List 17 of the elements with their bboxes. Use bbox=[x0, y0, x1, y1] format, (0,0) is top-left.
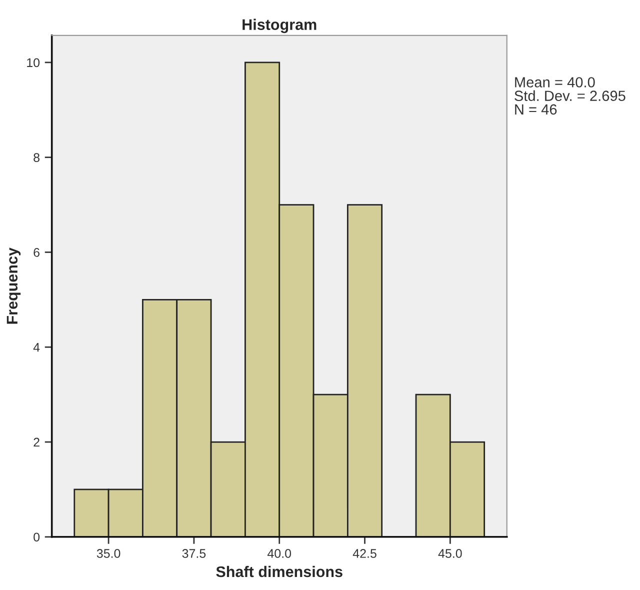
x-tick-label: 37.5 bbox=[182, 549, 206, 558]
y-tick-label: 6 bbox=[34, 248, 40, 257]
y-tick-label: 2 bbox=[34, 438, 40, 447]
x-tick-label: 35.0 bbox=[96, 549, 120, 558]
text: N = 46 bbox=[515, 104, 557, 115]
y-tick-label: 4 bbox=[33, 343, 40, 352]
y-axis-title: Frequency bbox=[6, 248, 21, 324]
chart-title: Histogram bbox=[242, 18, 316, 34]
y-tick-label: 0 bbox=[34, 532, 40, 542]
x-tick-label: 42.5 bbox=[352, 549, 376, 558]
x-axis-title: Shaft dimensions bbox=[216, 566, 342, 578]
y-tick-label: 10 bbox=[27, 58, 40, 68]
y-tick-label: 8 bbox=[34, 153, 40, 162]
x-tick-label: 45.0 bbox=[438, 549, 462, 558]
x-tick-label: 40.0 bbox=[267, 549, 292, 558]
text: Std. Dev. = 2.695 bbox=[514, 90, 626, 102]
text: Mean = 40.0 bbox=[515, 77, 595, 88]
